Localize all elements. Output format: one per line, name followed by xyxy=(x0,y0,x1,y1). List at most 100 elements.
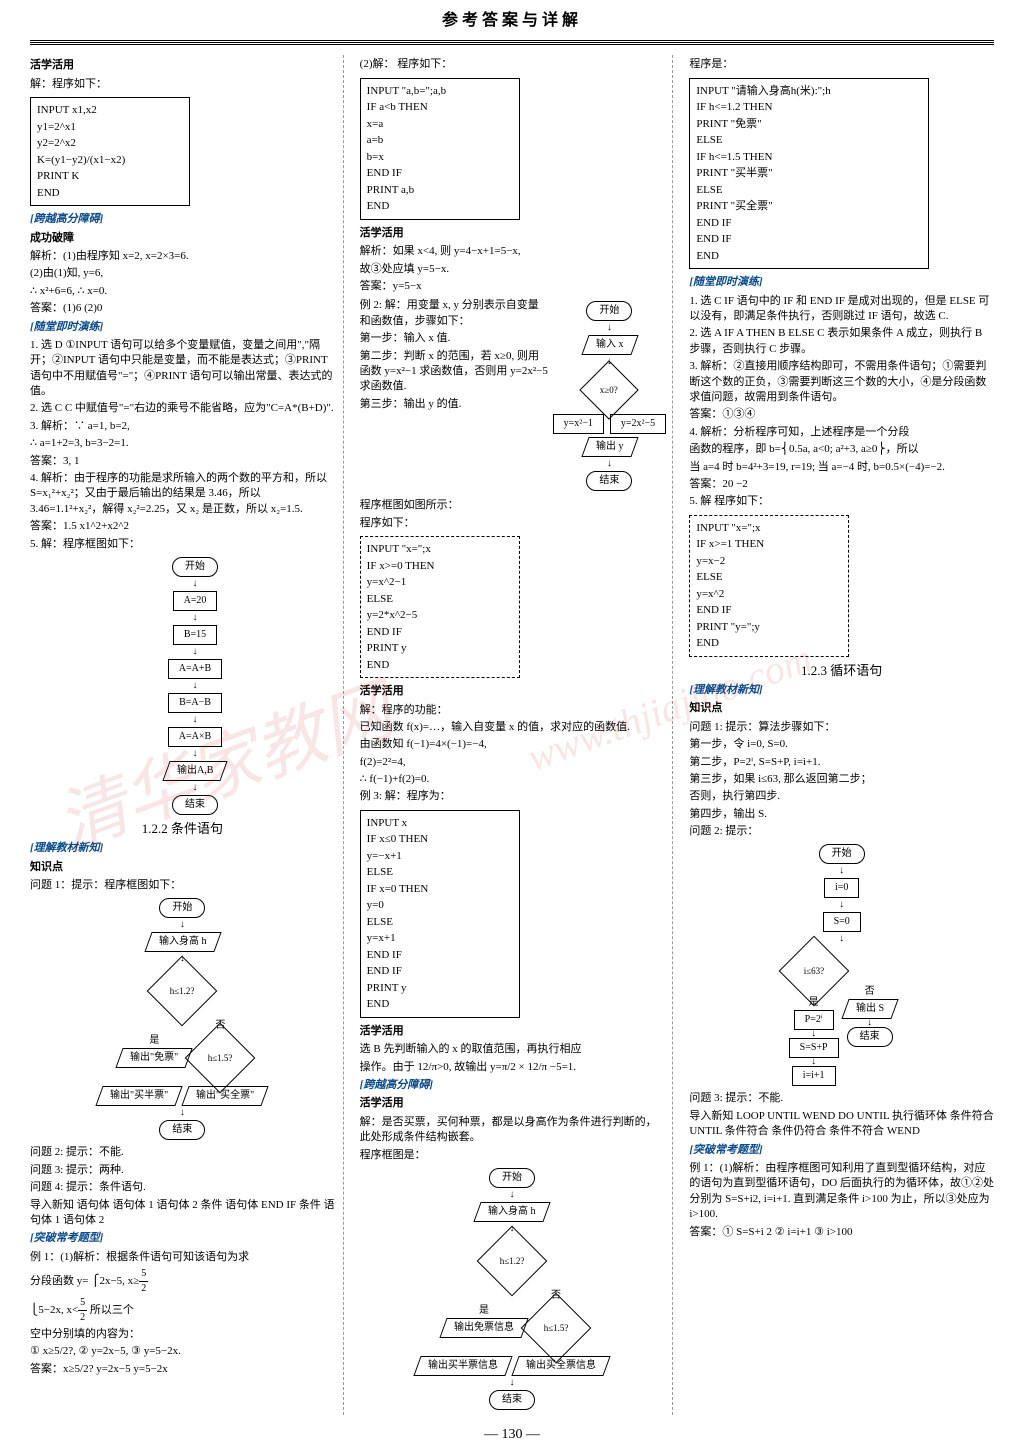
code-line: PRINT y xyxy=(367,640,513,657)
text: 答案：3, 1 xyxy=(30,454,335,469)
text: 操作。由于 12/π>0, 故输出 y=π/2 × 12/π −5=1. xyxy=(360,1060,665,1075)
text: 答案：y=5−x xyxy=(360,279,665,294)
arrow-icon: ↓ xyxy=(193,614,198,622)
text: 2. 选 A IF A THEN B ELSE C 表示如果条件 A 成立，则执… xyxy=(689,326,994,357)
divider xyxy=(30,40,994,45)
section-title: [理解教材新知] xyxy=(30,841,335,856)
text: 第一步，令 i=0, S=0. xyxy=(689,737,994,752)
flow-terminal: 结束 xyxy=(172,795,218,815)
label: 是 xyxy=(479,1304,489,1318)
code-line: a=b xyxy=(367,132,513,149)
code-line: PRINT K xyxy=(37,168,183,185)
subhead: 活学活用 xyxy=(30,58,335,73)
code-line: ELSE xyxy=(367,864,513,881)
code-line: INPUT "x=";x xyxy=(367,541,513,558)
flowchart: 开始 ↓ i=0 ↓ S=0 ↓ i≤63? 是 P=2ⁱ ↓ S=S+P ↓ … xyxy=(689,844,994,1086)
code-line: INPUT "a,b=";a,b xyxy=(367,83,513,100)
code-line: x=a xyxy=(367,116,513,133)
flow-io: 输出买全票信息 xyxy=(511,1356,610,1376)
code-line: y=0 xyxy=(367,897,513,914)
text: 已知函数 f(x)=…，输入自变量 x 的值，求对应的函数值. xyxy=(360,720,665,735)
subhead: 活学活用 xyxy=(360,226,665,241)
code-line: y2=2^x2 xyxy=(37,135,183,152)
flow-terminal: 开始 xyxy=(586,301,632,321)
code-line: END xyxy=(696,635,842,652)
text: 4. 解析：分析程序可知，上述程序是一个分段 xyxy=(689,425,994,440)
arrow-icon: ↓ xyxy=(510,1379,515,1387)
code-line: INPUT x xyxy=(367,815,513,832)
flowchart: 开始 ↓ 输入身高 h ↓ h≤1.2? 是 输出免票信息 否 h≤1.5? xyxy=(360,1168,665,1410)
code-box: INPUT x1,x2 y1=2^x1 y2=2^x2 K=(y1−y2)/(x… xyxy=(30,97,190,206)
text: 4. 解析：由于程序的功能是求所输入的两个数的平方和，所以 S=x₁²+x₂²；… xyxy=(30,471,335,517)
flow-io: 输出"免票" xyxy=(116,1048,193,1068)
text: 程序是： xyxy=(689,57,994,72)
arrow-icon: ↓ xyxy=(193,648,198,656)
code-box: INPUT x IF x≤0 THEN y=−x+1 ELSE IF x=0 T… xyxy=(360,810,520,1018)
code-line: PRINT "免票" xyxy=(696,116,922,133)
flow-process: B=15 xyxy=(173,625,217,645)
code-line: PRINT "买半票" xyxy=(696,165,922,182)
flow-io: 输出"买半票" xyxy=(96,1086,183,1106)
arrow-icon: ↓ xyxy=(867,1019,872,1027)
columns: 活学活用 解：程序如下： INPUT x1,x2 y1=2^x1 y2=2^x2… xyxy=(30,55,994,1415)
text: ∴ f(−1)+f(2)=0. xyxy=(360,772,665,787)
text: 由函数知 f(−1)=4×(−1)=−4, xyxy=(360,737,665,752)
code-line: END xyxy=(367,198,513,215)
column-3: 程序是： INPUT "请输入身高h(米):";h IF h<=1.2 THEN… xyxy=(681,55,994,1415)
flow-terminal: 开始 xyxy=(159,898,205,918)
code-line: END xyxy=(696,248,922,265)
flow-decision: h≤1.5? xyxy=(185,1023,256,1094)
text: (2)解： 程序如下： xyxy=(360,57,665,72)
arrow-icon: ↓ xyxy=(839,901,844,909)
text: 问题 2: 提示： xyxy=(689,824,994,839)
arrow-icon: ↓ xyxy=(607,324,612,332)
text: 问题 1: 提示：算法步骤如下： xyxy=(689,720,994,735)
text: ① x≥5/2?, ② y=2x−5, ③ y=5−2x. xyxy=(30,1344,335,1359)
text: 选 B 先判断输入的 x 的取值范围，再执行相应 xyxy=(360,1042,665,1057)
text: 1. 选 C IF 语句中的 IF 和 END IF 是成对出现的，但是 ELS… xyxy=(689,294,994,325)
text: 5. 解：程序框图如下： xyxy=(30,537,335,552)
page-number: — 130 — xyxy=(30,1425,994,1445)
text: 第一步：输入 x 值. xyxy=(360,331,549,346)
text: 导入新知 语句体 语句体 1 语句体 2 条件 语句体 END IF 条件 语句… xyxy=(30,1198,335,1229)
code-line: b=x xyxy=(367,149,513,166)
code-line: END IF xyxy=(367,165,513,182)
code-line: ELSE xyxy=(696,569,842,586)
arrow-icon: ↓ xyxy=(607,460,612,468)
section-number: 1.2.2 条件语句 xyxy=(30,820,335,838)
text: 问题 4: 提示：条件语句. xyxy=(30,1180,335,1195)
flow-terminal: 结束 xyxy=(847,1027,893,1047)
text: 否则，执行第四步. xyxy=(689,789,994,804)
flowchart: 开始 ↓ A=20 ↓ B=15 ↓ A=A+B ↓ B=A−B ↓ A=A×B… xyxy=(130,557,260,815)
flow-io: 输出 S xyxy=(841,999,898,1019)
code-line: PRINT "y=";y xyxy=(696,619,842,636)
label: 是 xyxy=(149,1034,159,1048)
flow-process: S=0 xyxy=(823,912,861,932)
flow-io: 输出"买全票" xyxy=(182,1086,269,1106)
text: 解析：(1)由程序知 x=2, x=2×3=6. xyxy=(30,249,335,264)
section-title: [跨越高分障碍] xyxy=(30,212,335,227)
code-line: END IF xyxy=(367,947,513,964)
code-line: ELSE xyxy=(367,914,513,931)
column-1: 活学活用 解：程序如下： INPUT x1,x2 y1=2^x1 y2=2^x2… xyxy=(30,55,344,1415)
text: 答案：(1)6 (2)0 xyxy=(30,301,335,316)
text: 解析：如果 x<4, 则 y=4−x+1=5−x, xyxy=(360,244,665,259)
text: ∴ a=1+2=3, b=3−2=1. xyxy=(30,436,335,451)
text: 答案：20 −2 xyxy=(689,477,994,492)
subhead: 活学活用 xyxy=(360,1024,665,1039)
text: 5. 解 程序如下： xyxy=(689,494,994,509)
arrow-icon: ↓ xyxy=(180,1109,185,1117)
code-line: IF x=0 THEN xyxy=(367,881,513,898)
flow-process: A=A+B xyxy=(168,659,222,679)
text: 3. 解析：②直接用顺序结构即可，不需用条件语句；①需要判断这个数的正负，③需要… xyxy=(689,359,994,405)
text: 问题 3: 提示：两种. xyxy=(30,1163,335,1178)
arrow-icon: ↓ xyxy=(193,580,198,588)
code-line: K=(y1−y2)/(x1−x2) xyxy=(37,152,183,169)
code-line: y=x^2 xyxy=(696,586,842,603)
code-line: END IF xyxy=(696,602,842,619)
code-line: IF x≤0 THEN xyxy=(367,831,513,848)
code-line: IF x>=1 THEN xyxy=(696,536,842,553)
code-box: INPUT "x=";x IF x>=1 THEN y=x−2 ELSE y=x… xyxy=(689,515,849,657)
text: 例 1：(1)解析：由程序框图可知利用了直到型循环结构，对应的语句为直到型循环语… xyxy=(689,1161,994,1223)
arrow-icon: ↓ xyxy=(811,1058,816,1066)
